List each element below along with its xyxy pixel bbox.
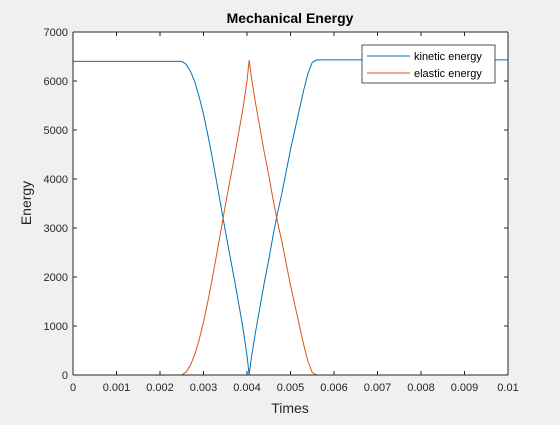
x-tick-label: 0.009 bbox=[451, 382, 479, 394]
x-tick-label: 0.005 bbox=[277, 382, 305, 394]
x-tick-label: 0 bbox=[70, 382, 76, 394]
legend-box bbox=[361, 44, 496, 84]
plot-area bbox=[73, 32, 508, 375]
series-line-elastic-energy bbox=[73, 59, 508, 376]
y-tick-label: 7000 bbox=[44, 27, 68, 39]
y-tick-label: 2000 bbox=[44, 272, 68, 284]
y-axis-label: Energy bbox=[18, 181, 34, 225]
y-tick-label: 1000 bbox=[44, 321, 68, 333]
chart-legend: kinetic energy elastic energy bbox=[361, 44, 496, 84]
x-tick-label: 0.01 bbox=[497, 382, 518, 394]
series-line-kinetic-energy bbox=[73, 59, 508, 376]
x-tick-label: 0.001 bbox=[103, 382, 131, 394]
y-tick-label: 6000 bbox=[44, 76, 68, 88]
x-tick-label: 0.004 bbox=[233, 382, 261, 394]
y-tick-label: 3000 bbox=[44, 223, 68, 235]
x-axis-label: Times bbox=[271, 400, 309, 416]
y-tick-label: 4000 bbox=[44, 174, 68, 186]
legend-label-kinetic-energy: kinetic energy bbox=[414, 51, 482, 63]
x-tick-label: 0.006 bbox=[320, 382, 348, 394]
x-tick-label: 0.002 bbox=[146, 382, 174, 394]
x-tick-label: 0.003 bbox=[190, 382, 218, 394]
x-tick-label: 0.008 bbox=[407, 382, 435, 394]
y-tick-label: 5000 bbox=[44, 125, 68, 137]
x-tick-label: 0.007 bbox=[364, 382, 392, 394]
legend-label-elastic-energy: elastic energy bbox=[414, 68, 482, 80]
chart-title: Mechanical Energy bbox=[227, 10, 354, 26]
y-tick-label: 0 bbox=[62, 370, 68, 382]
